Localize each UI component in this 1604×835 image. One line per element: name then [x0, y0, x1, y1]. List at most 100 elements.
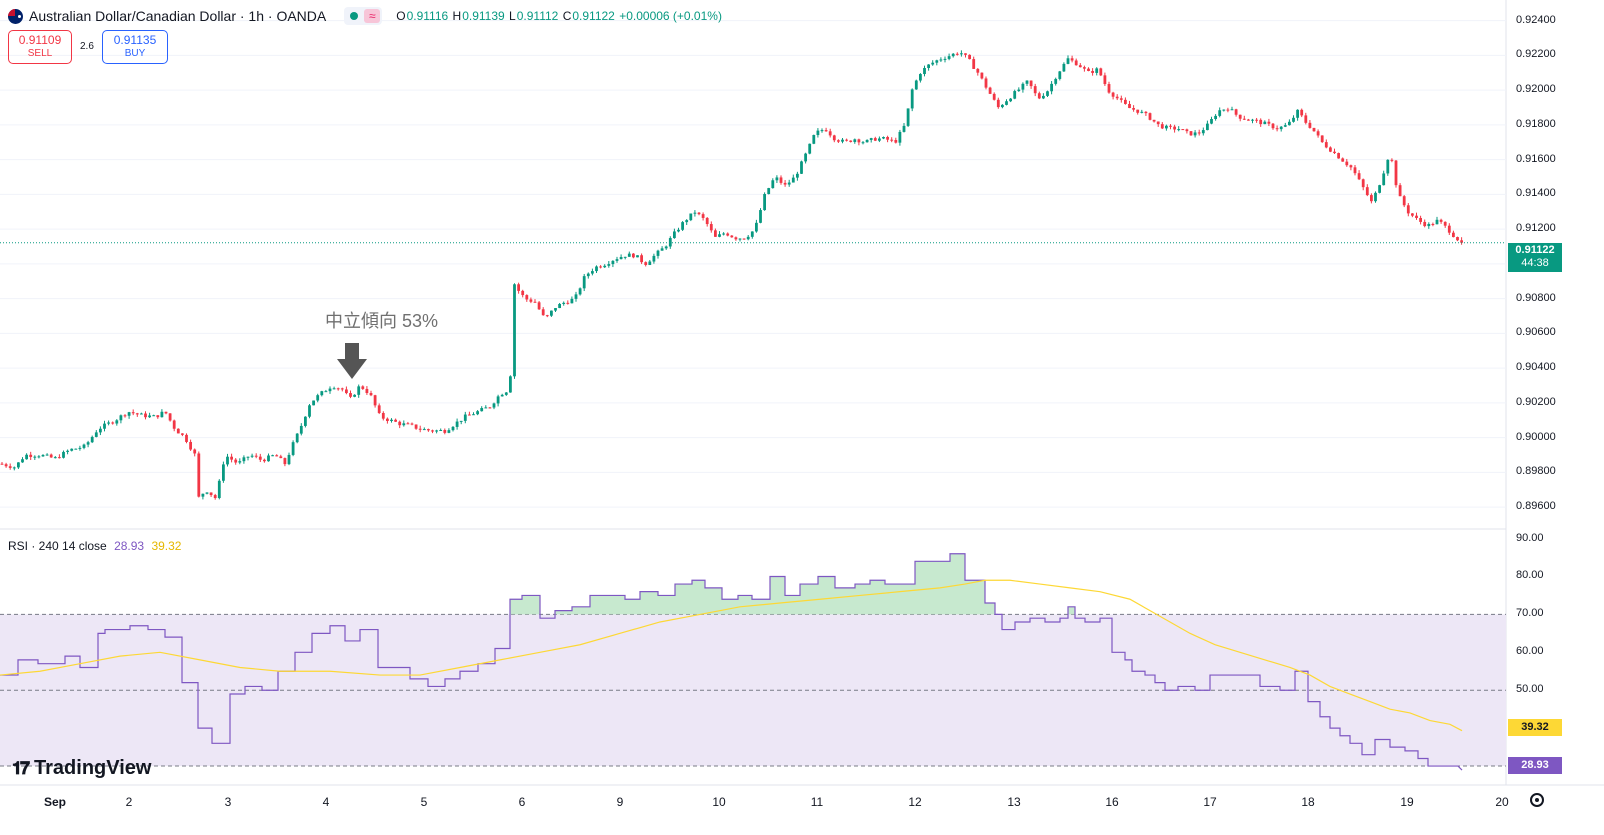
- candle-body: [8, 466, 12, 468]
- candle-body: [1349, 165, 1353, 168]
- candle-body: [800, 161, 803, 174]
- candle-body: [1374, 192, 1377, 202]
- last-price-tag: 0.91122 44:38: [1508, 243, 1562, 272]
- candle-body: [25, 454, 28, 460]
- candle-body: [369, 393, 373, 396]
- rsi-overbought-fill: [555, 553, 995, 615]
- candle-body: [1443, 221, 1447, 226]
- high-value: 0.91139: [462, 9, 505, 23]
- candle-body: [435, 430, 438, 432]
- candle-body: [545, 315, 549, 317]
- candle-body: [832, 135, 836, 141]
- candle-body: [648, 261, 652, 265]
- candle-body: [308, 405, 311, 417]
- candle-body: [246, 456, 250, 458]
- high-key: H: [452, 9, 462, 23]
- ohlc-readout: O0.91116 H0.91139 L0.91112 C0.91122 +0.0…: [396, 9, 723, 23]
- rsi-value: 28.93: [114, 539, 145, 553]
- rsi-tag: 28.93: [1508, 757, 1562, 774]
- candle-body: [607, 264, 611, 266]
- candle-body: [1238, 114, 1242, 119]
- rsi-legend[interactable]: RSI · 240 14 close 28.93 39.32: [8, 539, 181, 553]
- candle-body: [853, 139, 857, 142]
- candle-body: [304, 416, 307, 426]
- candle-body: [730, 235, 734, 238]
- rsi-axis-label: 50.00: [1516, 683, 1544, 696]
- candle-body: [1013, 91, 1017, 99]
- candle-body: [1128, 103, 1131, 109]
- settings-gear-icon[interactable]: [1530, 793, 1544, 807]
- candle-body: [693, 212, 697, 214]
- candle-body: [144, 413, 147, 418]
- candle-body: [1144, 111, 1148, 114]
- candle-body: [222, 464, 225, 481]
- candle-body: [984, 78, 988, 88]
- candle-body: [644, 262, 648, 265]
- candle-body: [521, 290, 525, 296]
- aud-flag-icon: [8, 8, 23, 24]
- candle-body: [291, 442, 295, 455]
- candle-body: [746, 236, 750, 240]
- candle-body: [513, 284, 516, 377]
- candle-body: [1115, 96, 1119, 99]
- candle-body: [1222, 109, 1226, 111]
- candle-body: [578, 288, 582, 295]
- candle-body: [1242, 118, 1246, 120]
- candle-body: [1308, 122, 1312, 128]
- candle-body: [615, 259, 619, 261]
- candle-body: [1021, 83, 1025, 90]
- candle-body: [1447, 225, 1451, 233]
- candle-body: [1296, 109, 1299, 118]
- buy-button[interactable]: 0.91135 BUY: [102, 30, 168, 64]
- candle-body: [1107, 84, 1111, 93]
- candle-body: [90, 436, 94, 443]
- candle-body: [62, 451, 65, 458]
- candle-body: [755, 222, 758, 232]
- candle-body: [1390, 159, 1394, 161]
- candle-body: [410, 423, 414, 425]
- candle-body: [775, 177, 779, 181]
- candle-body: [1029, 80, 1033, 87]
- candle-body: [66, 450, 69, 452]
- price-axis-label: 0.92200: [1516, 48, 1556, 61]
- candle-body: [496, 396, 500, 404]
- candle-body: [213, 495, 217, 499]
- candle-body: [1329, 147, 1332, 152]
- candle-body: [1234, 109, 1238, 115]
- candle-body: [156, 415, 160, 418]
- candle-body: [509, 376, 512, 393]
- candle-body: [115, 420, 119, 424]
- candle-body: [759, 210, 762, 223]
- candle-body: [258, 456, 262, 460]
- tradingview-logo[interactable]: 𝟏𝟕 TradingView: [12, 757, 151, 780]
- chart-header: Australian Dollar/Canadian Dollar · 1h ·…: [8, 6, 723, 26]
- candle-body: [1460, 240, 1463, 243]
- candle-body: [74, 448, 78, 450]
- candle-body: [906, 108, 910, 126]
- candle-body: [488, 407, 492, 409]
- rsi-overbought-fill: [510, 595, 540, 615]
- candle-body: [279, 456, 283, 459]
- candle-body: [1177, 129, 1181, 131]
- candle-body: [1083, 67, 1086, 69]
- symbol-title[interactable]: Australian Dollar/Canadian Dollar · 1h ·…: [29, 8, 327, 24]
- time-axis-label: 10: [712, 795, 726, 809]
- candle-body: [623, 256, 627, 258]
- candle-body: [1042, 95, 1045, 99]
- candle-body: [1095, 68, 1099, 73]
- candle-body: [681, 222, 684, 230]
- indicator-status-pill[interactable]: ≈: [344, 7, 383, 25]
- candle-body: [849, 140, 853, 142]
- candle-body: [1337, 153, 1340, 159]
- candle-body: [1300, 109, 1304, 116]
- candle-body: [1456, 237, 1459, 241]
- sell-button[interactable]: 0.91109 SELL: [8, 30, 72, 64]
- candle-body: [574, 294, 578, 299]
- candle-body: [705, 217, 709, 225]
- candle-body: [927, 64, 930, 68]
- candle-body: [734, 237, 738, 240]
- candle-body: [468, 414, 471, 416]
- candle-body: [287, 454, 291, 465]
- candle-body: [406, 423, 410, 425]
